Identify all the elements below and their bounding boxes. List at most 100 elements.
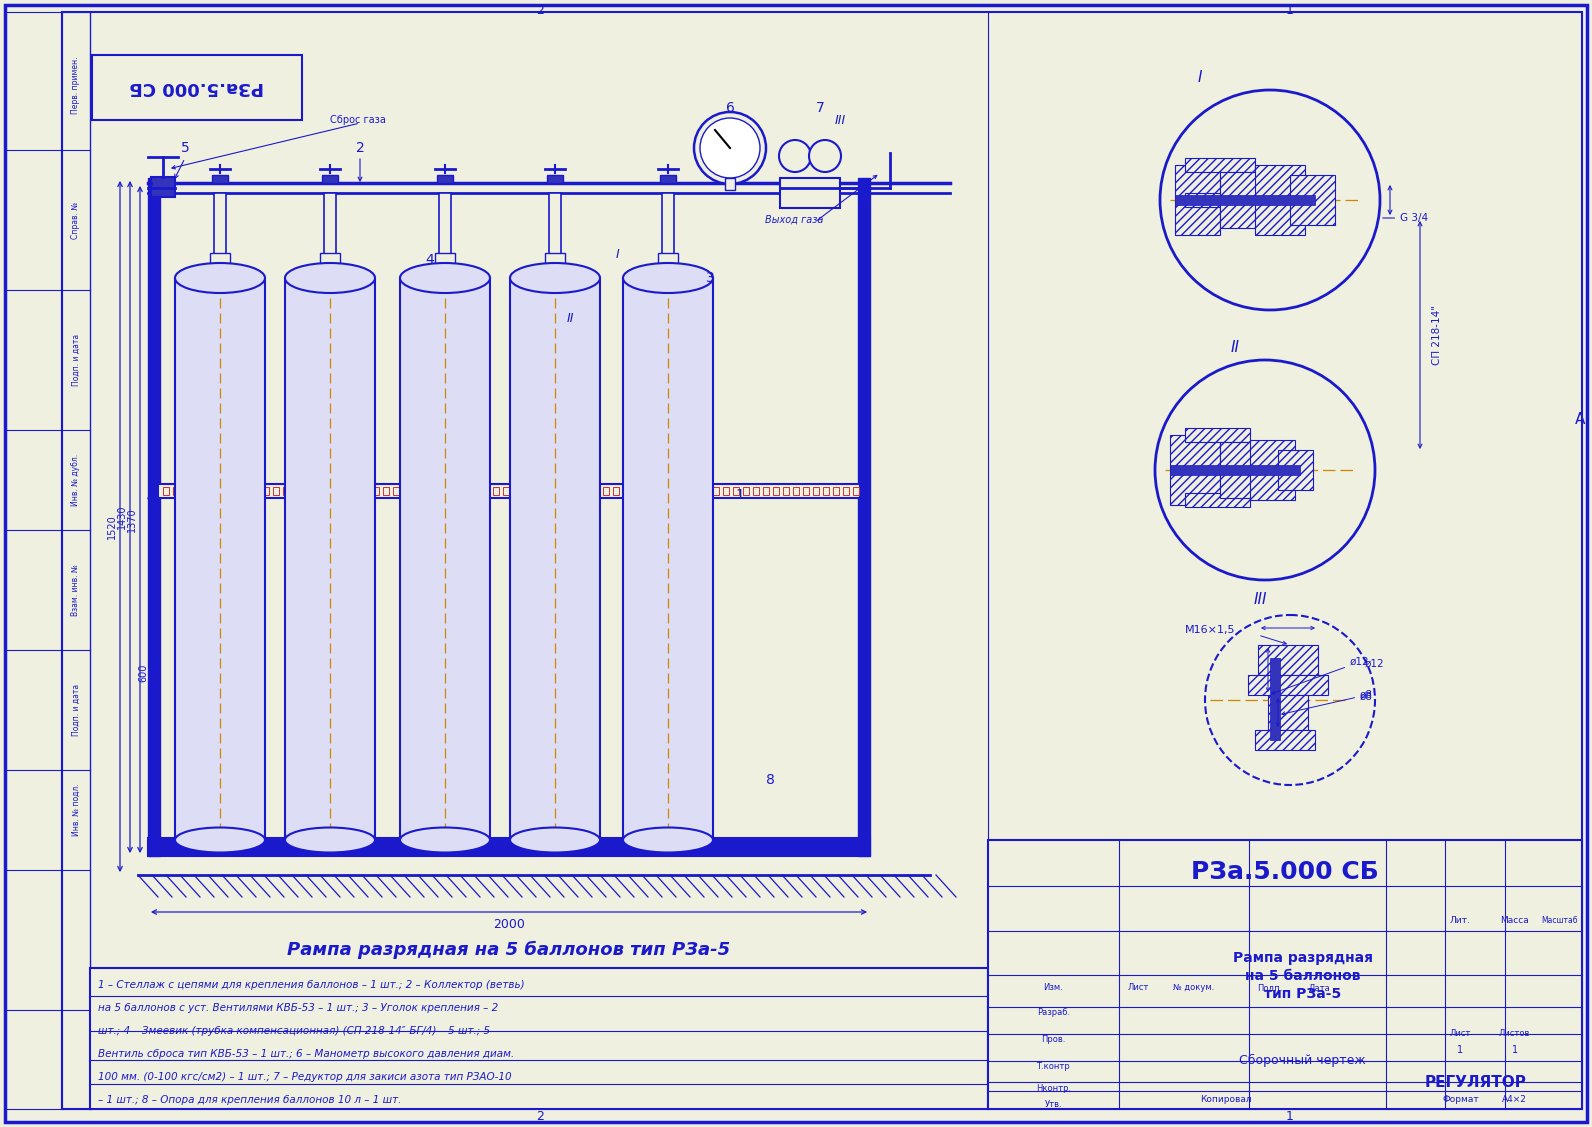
Bar (183, 487, 189, 495)
Text: 1: 1 (1457, 1045, 1463, 1055)
Text: Изм.: Изм. (1043, 984, 1063, 993)
Bar (263, 487, 269, 495)
Text: 2: 2 (537, 3, 544, 17)
Bar (158, 483, 860, 498)
Bar (657, 252, 678, 275)
Ellipse shape (509, 263, 600, 293)
Text: II: II (1231, 340, 1240, 355)
Text: Сборочный чертеж: Сборочный чертеж (1240, 1054, 1366, 1067)
Bar (175, 278, 264, 840)
Bar (400, 278, 490, 840)
Ellipse shape (285, 827, 376, 852)
Bar (1175, 195, 1315, 205)
Text: I: I (616, 248, 619, 261)
Text: Рампа разрядная: Рампа разрядная (1232, 951, 1372, 966)
Ellipse shape (175, 827, 264, 852)
Bar (643, 487, 650, 495)
Circle shape (326, 263, 333, 269)
Text: на 5 баллонов с уст. Вентилями КВБ-53 – 1 шт.; 3 – Уголок крепления – 2: на 5 баллонов с уст. Вентилями КВБ-53 – … (99, 1003, 498, 1013)
Text: Листов: Листов (1500, 1029, 1530, 1038)
Bar (435, 252, 455, 275)
Bar (774, 487, 778, 495)
Bar (661, 175, 677, 183)
Text: Перв. примен.: Перв. примен. (72, 56, 81, 114)
Ellipse shape (509, 827, 600, 852)
Bar (544, 252, 565, 275)
Bar (622, 487, 629, 495)
Bar (323, 487, 330, 495)
Bar (858, 178, 869, 857)
Text: 1430: 1430 (116, 505, 127, 530)
Text: ø8: ø8 (1360, 692, 1372, 702)
Bar (213, 487, 220, 495)
Text: А4×2: А4×2 (1503, 1095, 1527, 1104)
Text: ø12: ø12 (1364, 659, 1385, 669)
Circle shape (552, 263, 559, 269)
Ellipse shape (622, 827, 713, 852)
Bar (393, 487, 400, 495)
Bar (433, 487, 439, 495)
Text: Рампа разрядная на 5 баллонов тип РЗа-5: Рампа разрядная на 5 баллонов тип РЗа-5 (288, 941, 731, 959)
Text: 1: 1 (1286, 1110, 1294, 1124)
Bar (603, 487, 610, 495)
Bar (213, 193, 226, 278)
Ellipse shape (622, 263, 713, 293)
Circle shape (700, 118, 759, 178)
Bar (723, 487, 729, 495)
Bar (989, 840, 1582, 1109)
Bar (524, 487, 529, 495)
Text: III: III (834, 114, 845, 126)
Bar (513, 487, 519, 495)
Bar (384, 487, 388, 495)
Bar (724, 178, 736, 190)
Bar (1267, 695, 1309, 730)
Text: Взам. инв. №: Взам. инв. № (72, 565, 81, 615)
Text: Т.контр: Т.контр (1036, 1062, 1070, 1071)
Bar (622, 278, 713, 840)
Bar (743, 487, 748, 495)
Text: G 3/4: G 3/4 (1383, 213, 1428, 223)
Bar (1290, 175, 1336, 225)
Bar (814, 487, 818, 495)
Text: Лист: Лист (1450, 1029, 1471, 1038)
Text: Разраб.: Разраб. (1036, 1009, 1070, 1018)
Bar (482, 487, 489, 495)
Text: 6: 6 (726, 101, 734, 115)
Bar (320, 252, 341, 275)
Text: II: II (567, 311, 573, 325)
Bar (92, 55, 302, 119)
Bar (1184, 193, 1254, 207)
Bar (373, 487, 379, 495)
Circle shape (1156, 360, 1375, 580)
Bar (1254, 730, 1315, 749)
Bar (634, 487, 638, 495)
Bar (503, 487, 509, 495)
Bar (494, 487, 498, 495)
Bar (713, 487, 720, 495)
Text: М16×1,5: М16×1,5 (1184, 625, 1235, 635)
Text: 2: 2 (537, 1110, 544, 1124)
Text: СП 218-14": СП 218-14" (1431, 305, 1442, 365)
Text: 8: 8 (766, 773, 774, 787)
Text: 1370: 1370 (127, 507, 137, 532)
Bar (244, 487, 248, 495)
Bar (162, 487, 169, 495)
Bar (463, 487, 470, 495)
Bar (780, 178, 841, 208)
Text: 7: 7 (815, 101, 825, 115)
Bar (543, 487, 549, 495)
Text: Масштаб: Масштаб (1541, 916, 1578, 925)
Bar (613, 487, 619, 495)
Bar (1219, 172, 1280, 228)
Bar (454, 487, 458, 495)
Bar (1184, 428, 1250, 442)
Text: 2: 2 (355, 141, 365, 156)
Text: Инв. № дубл.: Инв. № дубл. (72, 454, 81, 506)
Bar (302, 487, 309, 495)
Ellipse shape (400, 827, 490, 852)
Bar (833, 487, 839, 495)
Text: РЗа.5.000 СБ: РЗа.5.000 СБ (1191, 860, 1379, 885)
Bar (285, 278, 376, 840)
Text: 600: 600 (139, 664, 148, 682)
Text: 1: 1 (736, 488, 745, 502)
